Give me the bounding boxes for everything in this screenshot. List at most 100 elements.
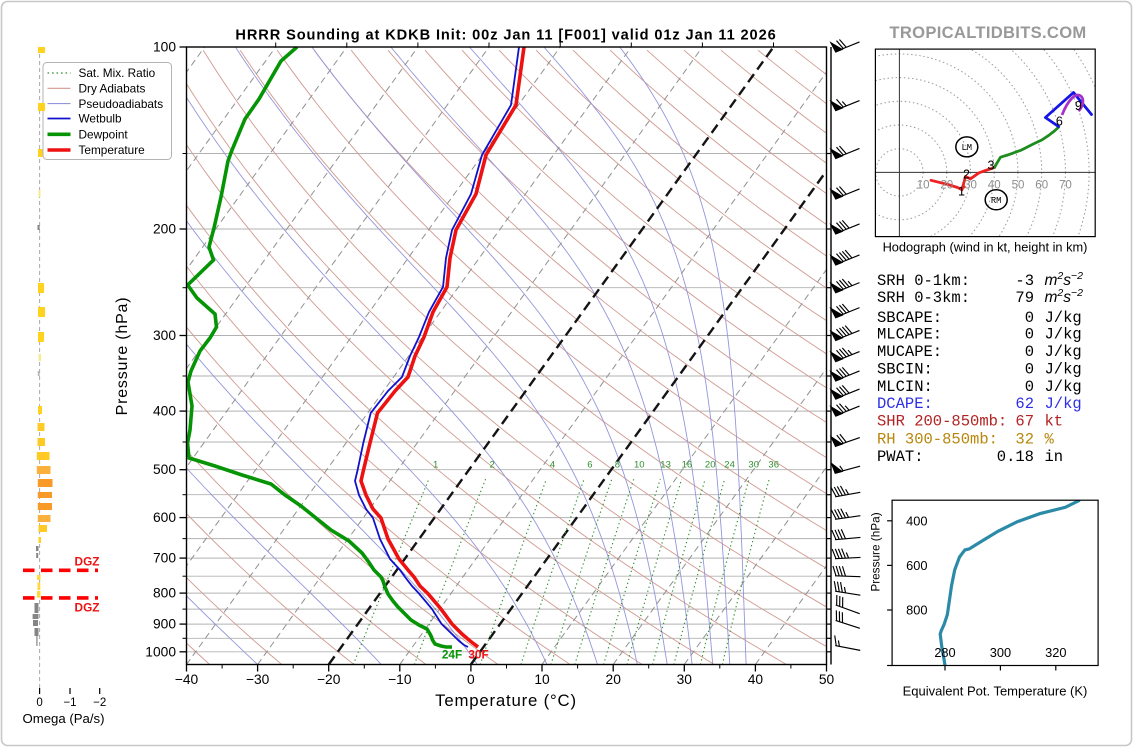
svg-text:4: 4 — [550, 460, 555, 471]
svg-text:-3: -3 — [1015, 272, 1034, 290]
svg-text:RH 300-850mb:: RH 300-850mb: — [877, 431, 998, 449]
svg-text:DCAPE:: DCAPE: — [877, 395, 933, 413]
svg-text:20: 20 — [705, 460, 716, 471]
svg-text:Hodograph (wind in kt, height: Hodograph (wind in kt, height in km) — [883, 240, 1088, 255]
svg-text:0: 0 — [36, 697, 42, 709]
svg-text:0: 0 — [1025, 378, 1034, 396]
svg-text:Pseudoadiabats: Pseudoadiabats — [79, 97, 164, 111]
svg-text:600: 600 — [906, 558, 927, 573]
svg-text:600: 600 — [153, 510, 176, 525]
svg-text:Pressure (hPa): Pressure (hPa) — [114, 297, 131, 416]
svg-text:−40: −40 — [175, 672, 199, 687]
svg-text:6: 6 — [587, 460, 592, 471]
svg-text:Temperature: Temperature — [79, 143, 146, 157]
svg-text:100: 100 — [153, 40, 176, 55]
svg-text:8: 8 — [615, 460, 620, 471]
svg-text:SHR 200-850mb:: SHR 200-850mb: — [877, 413, 1007, 431]
svg-text:SRH 0-1km:: SRH 0-1km: — [877, 272, 970, 290]
svg-text:Pressure (hPa): Pressure (hPa) — [869, 512, 883, 591]
svg-text:0: 0 — [1025, 326, 1034, 344]
svg-text:200: 200 — [153, 222, 176, 237]
svg-text:HRRR Sounding at KDKB Init: 00: HRRR Sounding at KDKB Init: 00z Jan 11 [… — [235, 28, 776, 44]
svg-text:J/kg: J/kg — [1045, 378, 1082, 396]
svg-text:40: 40 — [748, 672, 764, 687]
svg-text:30F: 30F — [468, 648, 488, 662]
svg-text:MLCAPE:: MLCAPE: — [877, 326, 942, 344]
svg-text:50: 50 — [1012, 179, 1025, 191]
svg-text:70: 70 — [1059, 179, 1072, 191]
svg-text:J/kg: J/kg — [1045, 343, 1082, 361]
svg-text:36: 36 — [768, 460, 779, 471]
svg-text:J/kg: J/kg — [1045, 395, 1082, 413]
svg-text:SBCIN:: SBCIN: — [877, 360, 933, 378]
svg-text:MUCAPE:: MUCAPE: — [877, 343, 942, 361]
svg-text:50: 50 — [819, 672, 835, 687]
svg-text:1: 1 — [433, 460, 438, 471]
svg-text:0: 0 — [467, 672, 475, 687]
svg-text:LM: LM — [962, 143, 973, 153]
svg-text:Temperature (°C): Temperature (°C) — [435, 691, 577, 710]
svg-text:500: 500 — [153, 462, 176, 477]
svg-text:9: 9 — [1075, 99, 1082, 113]
svg-text:400: 400 — [153, 404, 176, 419]
svg-text:20: 20 — [606, 672, 622, 687]
svg-text:Dry Adiabats: Dry Adiabats — [79, 82, 146, 96]
svg-text:30: 30 — [677, 672, 693, 687]
svg-text:0.18: 0.18 — [997, 448, 1034, 466]
svg-text:700: 700 — [153, 551, 176, 566]
svg-text:RM: RM — [991, 196, 1002, 206]
svg-text:800: 800 — [906, 603, 927, 618]
svg-text:in: in — [1045, 448, 1064, 466]
svg-text:24F: 24F — [442, 648, 462, 662]
svg-text:10: 10 — [534, 672, 550, 687]
svg-text:3: 3 — [988, 159, 995, 173]
svg-text:DGZ: DGZ — [75, 555, 100, 569]
svg-text:6: 6 — [1056, 115, 1063, 129]
svg-text:300: 300 — [153, 328, 176, 343]
svg-text:Sat. Mix. Ratio: Sat. Mix. Ratio — [79, 66, 156, 80]
svg-text:Wetbulb: Wetbulb — [79, 112, 123, 126]
svg-text:0: 0 — [1025, 309, 1034, 327]
svg-text:SRH 0-3km:: SRH 0-3km: — [877, 289, 970, 307]
svg-text:2: 2 — [489, 460, 494, 471]
svg-text:TROPICALTIDBITS.COM: TROPICALTIDBITS.COM — [889, 23, 1086, 42]
svg-text:Equivalent Pot. Temperature (K: Equivalent Pot. Temperature (K) — [903, 684, 1088, 699]
svg-text:10: 10 — [917, 179, 930, 191]
svg-text:J/kg: J/kg — [1045, 360, 1082, 378]
svg-text:Omega (Pa/s): Omega (Pa/s) — [22, 711, 104, 726]
svg-text:0: 0 — [1025, 360, 1034, 378]
svg-text:Dewpoint: Dewpoint — [79, 128, 129, 142]
svg-text:%: % — [1045, 431, 1055, 449]
svg-text:300: 300 — [990, 645, 1011, 660]
svg-text:800: 800 — [153, 586, 176, 601]
svg-text:PWAT:: PWAT: — [877, 448, 924, 466]
svg-text:13: 13 — [660, 460, 671, 471]
svg-text:MLCIN:: MLCIN: — [877, 378, 933, 396]
svg-text:−2: −2 — [93, 697, 106, 709]
svg-text:32: 32 — [1015, 431, 1034, 449]
svg-text:320: 320 — [1045, 645, 1066, 660]
svg-text:62: 62 — [1015, 395, 1034, 413]
svg-text:DGZ: DGZ — [75, 601, 100, 615]
svg-text:400: 400 — [906, 513, 927, 528]
svg-text:2: 2 — [963, 168, 970, 182]
svg-text:SBCAPE:: SBCAPE: — [877, 309, 942, 327]
svg-text:J/kg: J/kg — [1045, 326, 1082, 344]
svg-text:J/kg: J/kg — [1045, 309, 1082, 327]
svg-text:24: 24 — [724, 460, 735, 471]
svg-text:900: 900 — [153, 617, 176, 632]
svg-text:−30: −30 — [246, 672, 270, 687]
svg-text:30: 30 — [748, 460, 759, 471]
svg-text:−10: −10 — [388, 672, 412, 687]
svg-text:16: 16 — [682, 460, 693, 471]
svg-text:−20: −20 — [317, 672, 341, 687]
svg-text:1000: 1000 — [145, 644, 176, 659]
svg-text:20: 20 — [940, 179, 953, 191]
svg-text:−1: −1 — [63, 697, 76, 709]
svg-text:79: 79 — [1015, 289, 1034, 307]
svg-text:0: 0 — [1025, 343, 1034, 361]
svg-text:67: 67 — [1015, 413, 1034, 431]
svg-text:60: 60 — [1035, 179, 1048, 191]
svg-text:kt: kt — [1045, 413, 1064, 431]
svg-text:280: 280 — [934, 645, 955, 660]
